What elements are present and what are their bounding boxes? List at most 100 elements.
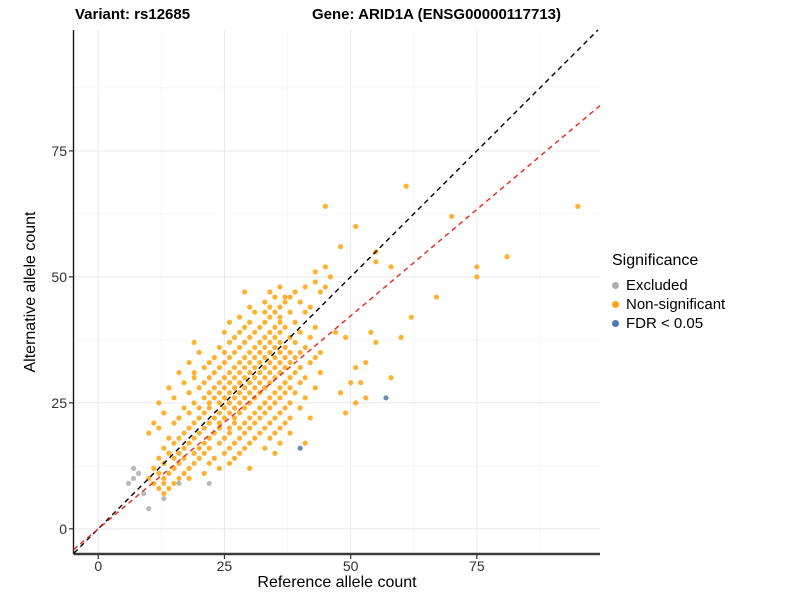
data-point xyxy=(287,385,293,391)
y-tick-label: 0 xyxy=(59,520,67,537)
data-point xyxy=(312,354,318,361)
data-point xyxy=(226,370,233,376)
data-point xyxy=(242,339,248,345)
data-point xyxy=(136,470,142,476)
data-point xyxy=(211,415,217,421)
data-point xyxy=(262,334,268,340)
data-point xyxy=(201,450,207,456)
data-point xyxy=(186,390,192,396)
data-point xyxy=(247,334,253,340)
data-point xyxy=(257,324,263,330)
data-point xyxy=(236,380,243,386)
data-point xyxy=(161,475,167,482)
data-point xyxy=(221,375,228,381)
data-point xyxy=(373,259,379,265)
data-point xyxy=(156,425,162,431)
data-point xyxy=(388,375,394,381)
data-point xyxy=(156,400,162,406)
data-point xyxy=(292,354,298,361)
data-point xyxy=(317,289,323,295)
data-point xyxy=(257,380,263,386)
data-point xyxy=(247,349,253,356)
data-point xyxy=(287,415,293,421)
data-point xyxy=(161,480,167,487)
data-point xyxy=(186,359,192,366)
data-point xyxy=(267,395,273,401)
data-point xyxy=(201,364,207,371)
legend: Significance Excluded Non-significant FD… xyxy=(612,252,725,333)
data-point xyxy=(191,375,197,381)
data-point xyxy=(504,254,510,260)
data-point xyxy=(247,390,253,396)
data-point xyxy=(216,344,222,351)
data-point xyxy=(322,264,328,270)
data-point xyxy=(211,455,217,461)
data-point xyxy=(125,480,132,487)
data-point xyxy=(141,490,147,497)
data-point xyxy=(130,475,137,482)
data-point xyxy=(191,339,197,345)
data-point xyxy=(474,274,480,280)
data-point xyxy=(282,294,288,300)
data-point xyxy=(191,400,197,406)
data-point xyxy=(191,370,197,376)
data-point xyxy=(146,430,152,436)
data-point xyxy=(408,314,414,320)
data-point xyxy=(226,380,233,386)
data-point xyxy=(272,354,278,361)
data-point xyxy=(231,349,238,356)
data-point xyxy=(252,329,258,335)
data-point xyxy=(130,465,137,471)
data-point xyxy=(307,304,313,310)
data-point xyxy=(297,364,303,371)
data-point xyxy=(262,354,268,361)
data-point xyxy=(272,344,278,351)
data-point xyxy=(262,309,268,315)
data-point xyxy=(267,289,273,295)
data-point xyxy=(262,364,268,371)
data-point xyxy=(236,390,243,396)
data-point xyxy=(226,445,233,451)
legend-item-non-significant: Non-significant xyxy=(612,295,725,314)
data-point xyxy=(252,435,258,441)
data-point xyxy=(242,385,248,391)
data-point xyxy=(166,485,172,492)
data-point xyxy=(146,506,152,512)
data-point xyxy=(236,425,243,431)
y-tick-label: 50 xyxy=(51,268,67,285)
data-point xyxy=(332,329,339,335)
data-point xyxy=(231,334,238,340)
y-tick-label: 25 xyxy=(51,394,67,411)
data-point xyxy=(277,319,283,325)
data-point xyxy=(186,465,192,471)
data-point xyxy=(272,415,278,421)
data-point xyxy=(216,465,222,471)
data-point xyxy=(272,390,278,396)
data-point xyxy=(272,294,278,300)
data-point xyxy=(272,400,278,406)
data-point xyxy=(181,430,187,436)
data-point xyxy=(247,304,253,310)
data-point xyxy=(221,435,228,441)
data-point xyxy=(166,435,172,441)
data-point xyxy=(312,324,318,330)
data-point xyxy=(221,450,228,456)
data-point xyxy=(282,299,288,305)
data-point xyxy=(242,445,248,451)
data-point xyxy=(231,405,238,411)
data-point xyxy=(242,375,248,381)
data-point xyxy=(297,349,303,356)
data-point xyxy=(226,460,233,466)
data-point xyxy=(247,370,253,376)
data-point xyxy=(277,284,283,290)
data-point xyxy=(226,319,233,325)
data-point xyxy=(363,359,369,366)
data-point xyxy=(221,349,228,356)
data-point xyxy=(282,364,288,371)
data-point xyxy=(186,425,192,431)
data-point xyxy=(302,284,308,290)
data-point xyxy=(201,425,207,431)
data-point xyxy=(196,455,202,461)
data-point xyxy=(252,385,258,391)
data-point xyxy=(262,299,268,305)
